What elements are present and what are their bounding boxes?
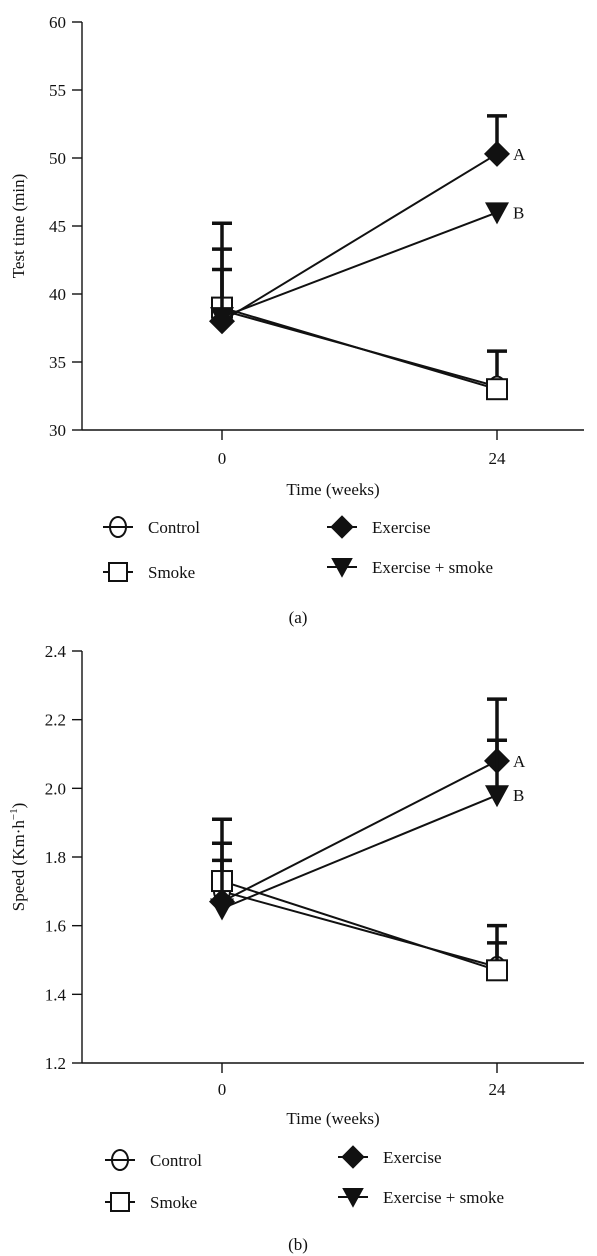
y-tick-label: 1.6 — [45, 917, 66, 936]
panel-label: (a) — [289, 608, 308, 627]
y-axis-label-main: Test time (min) — [9, 174, 28, 279]
legend-entry: Control — [103, 516, 200, 538]
y-tick-label: 1.4 — [45, 985, 67, 1004]
data-point — [210, 898, 234, 921]
y-axis-label: Speed (Km·h−1) — [8, 803, 28, 912]
legend-marker — [108, 562, 128, 582]
panel-label: (b) — [288, 1235, 308, 1254]
data-point — [485, 785, 509, 808]
legend-label: Exercise — [383, 1148, 442, 1167]
legend-entry: Exercise — [338, 1145, 442, 1169]
y-tick-label: 1.2 — [45, 1054, 66, 1073]
series-line — [221, 759, 498, 903]
x-axis-label: Time (weeks) — [286, 480, 379, 499]
series-exercise-smoke: B — [210, 738, 524, 921]
y-tick-label: 40 — [49, 285, 66, 304]
series-line — [221, 211, 498, 319]
legend-label: Smoke — [148, 563, 195, 582]
series-line — [221, 794, 498, 910]
legend-label: Smoke — [150, 1193, 197, 1212]
significance-label: A — [513, 752, 526, 771]
series-exercise-smoke: B — [210, 202, 524, 330]
legend-marker — [331, 558, 353, 578]
legend-entry: Smoke — [103, 562, 195, 582]
data-point — [486, 378, 508, 401]
legend-entry: Control — [105, 1149, 202, 1171]
chart-panel-a: 30 35 40 45 50 55 60 0 24 Time (weeks) Test time (… — [9, 13, 584, 627]
data-point — [210, 307, 234, 330]
series-exercise: A — [209, 697, 526, 915]
series-line — [221, 306, 498, 391]
y-axis-label-main: Speed (Km·h — [9, 820, 28, 912]
chart-panel-b: 1.2 1.4 1.6 1.8 2.0 2.2 2.4 0 24 Time (weeks) Spee… — [8, 642, 584, 1254]
legend-marker — [342, 1188, 364, 1208]
series-smoke — [211, 841, 508, 982]
legend-marker — [110, 1192, 130, 1212]
significance-label: B — [513, 203, 524, 222]
x-tick-label: 24 — [489, 449, 507, 468]
y-tick-label: 2.2 — [45, 711, 66, 730]
legend-marker — [330, 515, 354, 539]
y-axis-label-superscript: −1 — [8, 808, 20, 820]
significance-label: B — [513, 786, 524, 805]
y-tick-label: 35 — [49, 353, 66, 372]
x-tick-label: 0 — [218, 1080, 227, 1099]
y-tick-label: 60 — [49, 13, 66, 32]
y-tick-label: 2.4 — [45, 642, 67, 661]
legend-marker — [341, 1145, 365, 1169]
series-exercise: A — [209, 114, 526, 335]
legend-label: Exercise + smoke — [372, 558, 493, 577]
legend-label: Exercise + smoke — [383, 1188, 504, 1207]
x-axis-label: Time (weeks) — [286, 1109, 379, 1128]
series-line — [221, 880, 498, 972]
x-tick-label: 24 — [489, 1080, 507, 1099]
legend-label: Control — [148, 518, 200, 537]
series-line — [221, 890, 498, 968]
x-tick-label: 0 — [218, 449, 227, 468]
y-tick-label: 50 — [49, 149, 66, 168]
y-tick-label: 2.0 — [45, 779, 66, 798]
y-axis-label: Test time (min) — [9, 174, 28, 279]
data-point — [486, 959, 508, 982]
significance-label: A — [513, 145, 526, 164]
legend-entry: Exercise — [327, 515, 431, 539]
legend-label: Control — [150, 1151, 202, 1170]
y-axis-label-close: ) — [9, 803, 28, 809]
data-point — [485, 202, 509, 225]
series-line — [221, 153, 498, 323]
legend-entry: Smoke — [105, 1192, 197, 1212]
y-tick-label: 30 — [49, 421, 66, 440]
legend-entry: Exercise + smoke — [327, 558, 493, 578]
y-tick-label: 55 — [49, 81, 66, 100]
legend-entry: Exercise + smoke — [338, 1188, 504, 1208]
y-tick-label: 45 — [49, 217, 66, 236]
series-control — [212, 267, 507, 398]
legend-label: Exercise — [372, 518, 431, 537]
data-point — [484, 140, 510, 167]
y-tick-label: 1.8 — [45, 848, 66, 867]
